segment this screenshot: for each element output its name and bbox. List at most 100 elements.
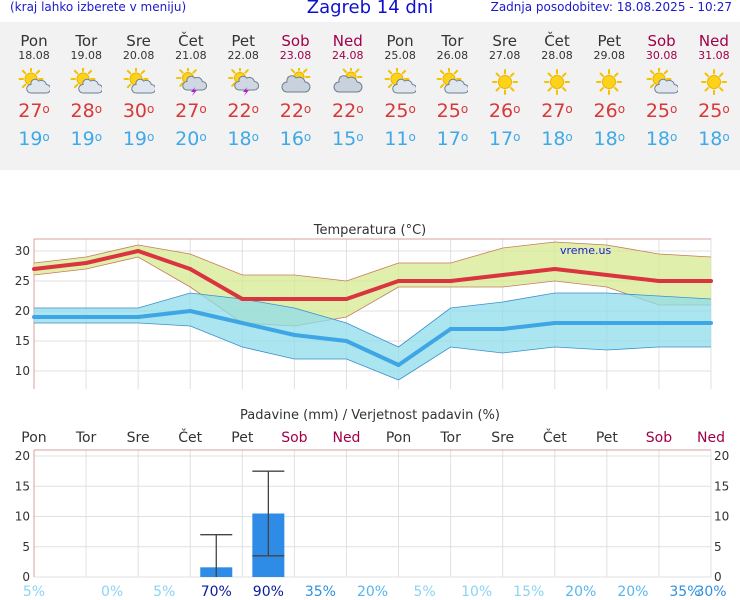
max-temperature: 27o	[541, 100, 573, 122]
max-temperature: 22o	[227, 100, 259, 122]
max-temperature: 30o	[122, 100, 155, 122]
day-name: Pet	[597, 32, 622, 50]
x-category-label: Sob	[281, 430, 307, 446]
last-updated: Zadnja posodobitev: 18.08.2025 - 10:27	[490, 0, 732, 14]
day-name: Pon	[386, 32, 414, 50]
precipitation-probability: 5%	[23, 584, 45, 600]
min-temperature-line	[34, 309, 711, 367]
min-temperature-point	[136, 315, 141, 319]
day-date: 25.08	[384, 49, 416, 62]
min-temperature-point	[84, 315, 89, 319]
y-tick-label: 30	[15, 244, 30, 258]
day-forecast: Pet 22.08 22o 18o	[217, 22, 269, 150]
min-temperature: 19o	[18, 128, 50, 150]
day-forecast: Tor 26.08 25o 17o	[426, 22, 478, 150]
day-date: 18.08	[18, 49, 50, 62]
y-tick-label-left: 15	[15, 479, 30, 493]
sun-icon	[700, 69, 727, 95]
min-temperature: 16o	[279, 128, 312, 150]
x-category-label: Sob	[646, 430, 672, 446]
max-temperature: 27o	[175, 100, 207, 122]
day-name: Ned	[332, 32, 363, 50]
precipitation-probability: 5%	[153, 584, 175, 600]
y-tick-label-right: 20	[714, 449, 729, 463]
min-temperature: 18o	[645, 128, 678, 150]
precipitation-probability: 30%	[695, 584, 726, 600]
min-temperature-point	[604, 321, 609, 325]
x-category-label: Pon	[386, 430, 411, 446]
precipitation-probability: 20%	[565, 584, 596, 600]
temperature-chart: Temperatura (°C) 10 15 20 25 30 vreme.us	[15, 223, 713, 389]
day-date: 23.08	[279, 49, 312, 62]
sun-icon	[491, 69, 518, 95]
max-temperature-line	[33, 249, 711, 301]
min-temperature-point	[32, 315, 36, 319]
day-forecast: Pet 29.08 26o 18o	[583, 22, 635, 151]
day-name: Sre	[126, 32, 151, 50]
sun-cloud-storm-icon	[175, 68, 207, 96]
precipitation-chart-title: Padavine (mm) / Verjetnost padavin (%)	[240, 408, 500, 423]
day-name: Čet	[178, 32, 204, 50]
x-category-label: Sre	[127, 430, 150, 446]
y-tick-label: 20	[15, 304, 30, 318]
max-temperature-point	[500, 273, 505, 277]
max-temperature-point	[292, 297, 297, 301]
day-forecast: Pon 25.08 25o 11o	[374, 22, 426, 150]
x-category-label: Ned	[332, 430, 360, 446]
max-temperature: 22o	[279, 100, 312, 122]
cloud-sun-icon	[333, 68, 363, 93]
sun-cloud-icon	[123, 68, 155, 94]
y-tick-label-right: 0	[714, 570, 722, 584]
day-date: 21.08	[175, 49, 207, 62]
day-name: Tor	[441, 32, 464, 50]
day-name: Pet	[231, 32, 255, 50]
max-temperature-point	[240, 297, 245, 301]
x-category-label: Pet	[231, 430, 254, 446]
day-name: Tor	[75, 32, 98, 50]
max-temperature-point	[552, 267, 557, 271]
min-temperature-band	[34, 293, 711, 380]
y-tick-label-right: 15	[714, 479, 729, 493]
max-temperature-point	[709, 279, 713, 283]
day-name: Sre	[492, 32, 517, 50]
max-temperature: 26o	[488, 100, 521, 122]
temperature-chart-title: Temperatura (°C)	[313, 223, 426, 238]
y-tick-label-left: 20	[15, 449, 30, 463]
y-tick-label-right: 10	[714, 510, 729, 524]
max-band-lower-edge	[33, 256, 711, 327]
min-temperature: 17o	[436, 128, 469, 150]
day-date: 24.08	[332, 49, 364, 62]
max-temperature-point	[604, 273, 609, 277]
y-tick-label-left: 10	[15, 510, 30, 524]
max-temperature-point	[656, 279, 661, 283]
day-date: 26.08	[436, 49, 469, 62]
cloud-sun-icon	[281, 68, 310, 93]
y-tick-label: 10	[15, 364, 30, 378]
max-temperature: 25o	[436, 100, 469, 122]
min-temperature: 19o	[122, 128, 155, 150]
menu-hint: (kraj lahko izberete v meniju)	[10, 0, 187, 14]
x-category-label: Tor	[75, 430, 97, 446]
precipitation-probability: 15%	[513, 584, 544, 600]
min-temperature-point	[292, 333, 297, 337]
precipitation-probability: 5%	[413, 584, 435, 600]
max-temperature-point	[84, 261, 89, 265]
min-temperature: 19o	[70, 128, 103, 150]
max-temperature: 28o	[70, 100, 103, 122]
precipitation-probability: 20%	[357, 584, 388, 600]
min-temperature: 17o	[488, 128, 521, 150]
precipitation-probability: 35%	[669, 584, 700, 600]
min-temperature-point	[396, 363, 401, 367]
min-temperature-point	[188, 309, 193, 313]
day-forecast: Sre 20.08 30o 19o	[113, 22, 165, 150]
max-temperature-point	[344, 297, 349, 301]
x-category-label: Čet	[543, 428, 567, 446]
min-temperature: 18o	[698, 128, 730, 150]
precipitation-probability: 70%	[201, 584, 232, 600]
day-name: Sob	[647, 32, 676, 50]
max-band-upper-edge	[33, 241, 712, 282]
day-forecast: Sob 23.08 22o 16o	[270, 22, 322, 151]
day-forecast: Čet 28.08 27o 18o	[531, 22, 583, 151]
min-temperature-point	[656, 321, 661, 325]
max-temperature-point	[448, 279, 453, 283]
